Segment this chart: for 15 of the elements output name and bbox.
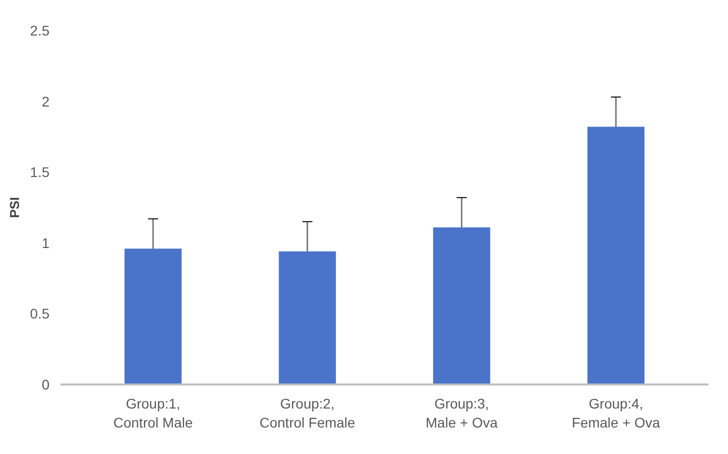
bar [587, 126, 644, 384]
y-tick-label: 2 [42, 93, 50, 110]
y-tick-label: 1 [42, 234, 50, 251]
y-tick-label: 0 [42, 376, 50, 392]
y-axis-title: PSI [7, 197, 22, 218]
x-tick-label: Group:1, Control Male [113, 396, 193, 431]
x-tick-label: Group:2, Control Female [260, 396, 356, 431]
y-tick-label: 0.5 [30, 306, 50, 322]
bar [278, 251, 336, 384]
y-tick-label: 2.5 [30, 22, 50, 38]
bar [433, 227, 490, 384]
bar [124, 248, 182, 384]
x-tick-label: Group:3, Male + Ova [426, 396, 498, 431]
y-tick-label: 1.5 [30, 164, 50, 180]
x-tick-label: Group:4, Female + Ova [572, 396, 660, 431]
